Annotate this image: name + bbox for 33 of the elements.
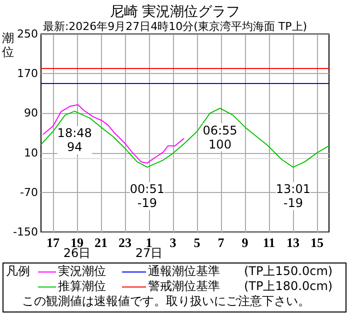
x-tick-label: 9 xyxy=(242,235,249,250)
y-tick-label: 10 xyxy=(24,146,38,160)
annotation: 13:01 -19 xyxy=(276,182,310,210)
y-tick-label: -150 xyxy=(13,226,38,238)
annotation: 18:48 94 xyxy=(57,126,92,154)
x-tick-label: 7 xyxy=(218,235,225,250)
y-axis-title: 潮位 xyxy=(2,31,14,59)
annotation: 06:55 100 xyxy=(202,123,238,152)
x-tick-label: 21 xyxy=(94,235,108,250)
x-tick-label: 5 xyxy=(194,235,201,250)
x-tick-label: 15 xyxy=(310,235,324,250)
legend-label: 実況潮位 xyxy=(58,264,106,278)
text: 27日 xyxy=(135,246,163,260)
line-series xyxy=(40,108,330,168)
y-tick-label: 90 xyxy=(24,106,38,120)
text: この観測値は速報値です。取り扱いにご注意下さい。 xyxy=(22,294,310,308)
annotation: 00:51 -19 xyxy=(130,182,164,210)
x-tick-label: 13 xyxy=(286,235,300,250)
x-tick-label: 3 xyxy=(170,235,177,250)
chart-subtitle: 最新:2026年9月27日4時10分(東京湾平均海面 TP上) xyxy=(42,20,308,33)
y-tick-label: 250 xyxy=(17,28,38,40)
y-tick-label: 170 xyxy=(17,67,38,80)
chart-title: 尼崎 実況潮位グラフ xyxy=(110,4,240,20)
y-tick-label: -70 xyxy=(20,186,38,199)
x-tick-label: 23 xyxy=(118,235,132,250)
legend-label: 警戒潮位基準 (TP上180.0cm) xyxy=(148,279,333,293)
x-tick-label: 11 xyxy=(262,235,276,250)
legend-label: 推算潮位 xyxy=(58,279,106,293)
legend-title: 凡例 xyxy=(6,264,30,278)
legend-label: 通報潮位基準 (TP上150.0cm) xyxy=(148,264,333,278)
text: 26日 xyxy=(63,246,91,260)
line-series xyxy=(42,104,184,164)
x-tick-label: 17 xyxy=(46,235,60,250)
